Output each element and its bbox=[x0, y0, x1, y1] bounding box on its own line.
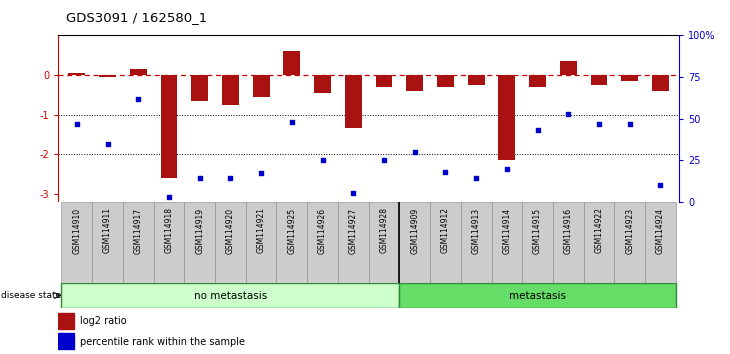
Bar bbox=[58, 333, 74, 349]
Point bbox=[378, 157, 390, 163]
Point bbox=[317, 157, 328, 163]
Bar bbox=[277, 202, 307, 283]
Text: GSM114923: GSM114923 bbox=[626, 207, 634, 253]
Text: GSM114910: GSM114910 bbox=[72, 207, 81, 253]
Point bbox=[132, 96, 144, 102]
Bar bbox=[468, 75, 485, 85]
Bar bbox=[215, 202, 246, 283]
Bar bbox=[522, 202, 553, 283]
Point bbox=[286, 119, 298, 125]
Point bbox=[409, 149, 420, 155]
Text: GSM114918: GSM114918 bbox=[164, 207, 174, 253]
Text: GSM114924: GSM114924 bbox=[656, 207, 665, 253]
Bar bbox=[345, 75, 362, 129]
Bar bbox=[123, 202, 153, 283]
Bar bbox=[338, 202, 369, 283]
Bar bbox=[615, 202, 645, 283]
Bar bbox=[591, 75, 607, 85]
Bar bbox=[407, 75, 423, 91]
Point bbox=[624, 121, 636, 126]
Bar bbox=[253, 75, 269, 97]
Bar bbox=[529, 75, 546, 87]
Point bbox=[439, 169, 451, 175]
Bar bbox=[185, 202, 215, 283]
Bar bbox=[99, 75, 116, 77]
Bar bbox=[191, 75, 208, 101]
Point bbox=[163, 194, 174, 200]
Text: GSM114926: GSM114926 bbox=[318, 207, 327, 253]
Bar bbox=[375, 75, 393, 87]
Point bbox=[470, 176, 482, 181]
Text: GSM114920: GSM114920 bbox=[226, 207, 235, 253]
Text: GSM114915: GSM114915 bbox=[533, 207, 542, 253]
Text: GSM114927: GSM114927 bbox=[349, 207, 358, 253]
Bar bbox=[246, 202, 277, 283]
Bar bbox=[314, 75, 331, 93]
Text: GSM114911: GSM114911 bbox=[103, 207, 112, 253]
Bar bbox=[153, 202, 185, 283]
Text: metastasis: metastasis bbox=[509, 291, 566, 301]
Point bbox=[101, 141, 113, 146]
Bar bbox=[553, 202, 584, 283]
Point bbox=[347, 190, 359, 196]
Point bbox=[563, 111, 575, 116]
Text: log2 ratio: log2 ratio bbox=[80, 316, 127, 326]
Bar bbox=[584, 202, 615, 283]
Text: GSM114912: GSM114912 bbox=[441, 207, 450, 253]
Bar bbox=[430, 202, 461, 283]
Bar bbox=[283, 51, 300, 75]
Bar bbox=[161, 75, 177, 178]
Point bbox=[225, 176, 237, 181]
Bar bbox=[437, 75, 454, 87]
Text: GSM114925: GSM114925 bbox=[288, 207, 296, 253]
Text: disease state: disease state bbox=[1, 291, 61, 300]
Bar bbox=[645, 202, 676, 283]
Text: no metastasis: no metastasis bbox=[193, 291, 267, 301]
Bar bbox=[369, 202, 399, 283]
Bar bbox=[652, 75, 669, 91]
Point bbox=[593, 121, 605, 126]
Bar bbox=[491, 202, 522, 283]
Bar bbox=[399, 283, 676, 308]
Bar bbox=[69, 73, 85, 75]
Bar bbox=[61, 202, 92, 283]
Bar bbox=[58, 313, 74, 329]
Text: GSM114922: GSM114922 bbox=[594, 207, 604, 253]
Text: GDS3091 / 162580_1: GDS3091 / 162580_1 bbox=[66, 11, 207, 24]
Bar bbox=[61, 283, 399, 308]
Point bbox=[71, 121, 82, 126]
Point bbox=[655, 182, 666, 188]
Bar bbox=[560, 61, 577, 75]
Text: GSM114914: GSM114914 bbox=[502, 207, 512, 253]
Bar bbox=[222, 75, 239, 105]
Point bbox=[194, 176, 206, 181]
Bar bbox=[130, 69, 147, 75]
Bar bbox=[461, 202, 491, 283]
Bar bbox=[621, 75, 638, 81]
Point bbox=[531, 127, 543, 133]
Text: GSM114919: GSM114919 bbox=[195, 207, 204, 253]
Bar bbox=[399, 202, 430, 283]
Text: GSM114909: GSM114909 bbox=[410, 207, 419, 254]
Text: GSM114913: GSM114913 bbox=[472, 207, 480, 253]
Text: GSM114916: GSM114916 bbox=[564, 207, 573, 253]
Bar bbox=[307, 202, 338, 283]
Bar bbox=[499, 75, 515, 160]
Bar bbox=[92, 202, 123, 283]
Text: GSM114921: GSM114921 bbox=[257, 207, 266, 253]
Point bbox=[255, 171, 267, 176]
Text: percentile rank within the sample: percentile rank within the sample bbox=[80, 337, 245, 347]
Point bbox=[501, 166, 512, 171]
Text: GSM114917: GSM114917 bbox=[134, 207, 143, 253]
Text: GSM114928: GSM114928 bbox=[380, 207, 388, 253]
